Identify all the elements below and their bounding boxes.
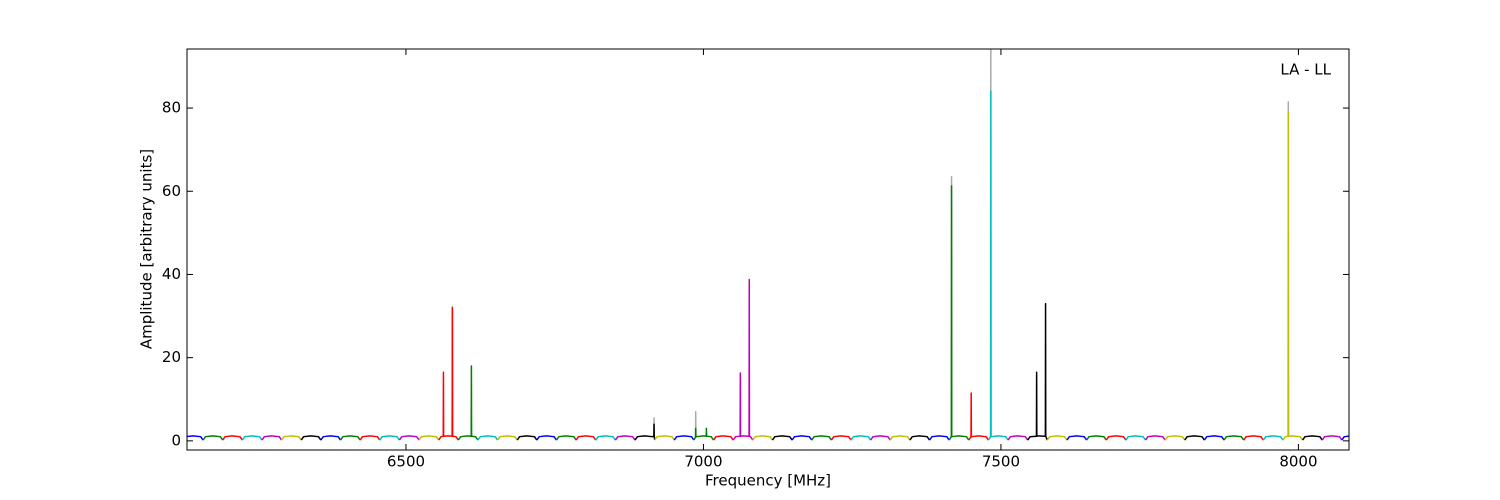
spectrum-line [928,435,950,441]
spectrum-line [575,435,597,441]
spectrum-line [595,435,617,441]
spectrum-line [614,435,636,441]
spectrum-line [536,435,558,441]
spectrum-line [320,435,342,441]
spectrum-line [280,435,302,441]
spectrum-line [830,435,852,441]
spectrum-line [673,435,695,441]
spectrum-line [889,435,911,441]
spectrum-line [418,435,440,441]
spectrum-line [771,435,793,441]
x-tick-label: 8000 [1279,453,1317,471]
spectrum-line [1203,435,1225,441]
spectrum-line [202,435,224,441]
y-tick-label: 0 [171,431,181,449]
spectrum-line [359,435,381,441]
spectrum-line [222,435,243,441]
y-tick-label: 80 [162,99,181,117]
spectrum-line [438,306,459,441]
y-tick-label: 20 [162,348,181,366]
y-tick-label: 60 [162,182,181,200]
spectrum-line [1282,111,1304,441]
spectrum-line [752,435,774,441]
spectrum-line [1184,435,1206,441]
spectrum-line [339,435,361,441]
spectrum-line [496,435,518,441]
x-tick-label: 7000 [684,453,722,471]
spectrum-line [712,435,734,441]
spectrum-line [811,435,832,441]
spectrum-line [1262,435,1284,441]
spectrum-line [1301,435,1323,441]
spectrum-line [241,435,263,441]
spectrum-line [1066,435,1088,441]
spectrum-line [457,365,479,441]
spectrum-line [1321,435,1343,441]
spectrum-line [1341,435,1349,441]
spectrum-line [1164,435,1186,441]
spectrum-line [654,435,675,441]
spectrum-line [968,392,990,441]
spectrum-line [1007,435,1029,441]
spectrum-line [850,435,872,441]
spectrum-line [634,423,656,441]
spectrum-line [555,435,577,441]
spectrum-line [948,185,970,441]
spectrum-line [870,435,891,441]
annotation: LA - LL [1280,61,1331,79]
spectrum-line [732,278,754,441]
spectrum-line [693,427,715,441]
spectrum-line [379,435,401,441]
spectrum-line [987,90,1009,441]
spectrum-line [516,435,538,441]
spectrum-line [1105,435,1127,441]
spectrum-line [1223,435,1245,441]
spectrum-line [187,435,204,441]
spectrum-line [300,435,322,441]
spectrum-line [261,435,283,441]
x-axis-label: Frequency [MHz] [705,472,831,490]
plot-area [187,49,1349,441]
y-tick-label: 40 [162,265,181,283]
spectrum-line [1085,435,1107,441]
x-tick-label: 7500 [982,453,1020,471]
plot-frame [186,48,1350,451]
spectrum-line [909,435,931,441]
spectrum-line [791,435,813,441]
spectrum-line [1125,435,1147,441]
spectrum-line [1046,435,1068,441]
spectrum-line [1027,302,1049,441]
y-axis-label: Amplitude [arbitrary units] [138,149,156,349]
spectrum-line [1144,435,1166,441]
spectrum-line [477,435,499,441]
spectrum-line [451,49,1290,437]
x-tick-label: 6500 [387,453,425,471]
spectrum-line [1243,435,1264,441]
spectrum-line [398,435,420,441]
